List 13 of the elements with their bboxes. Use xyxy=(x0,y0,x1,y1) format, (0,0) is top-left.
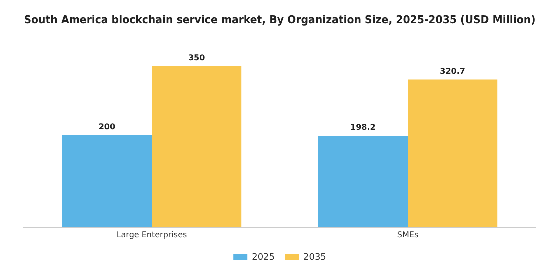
chart-title: South America blockchain service market, By Organization Size, 2025-2035 (USD Million) xyxy=(24,14,536,27)
x-tick-label: Large Enterprises xyxy=(116,230,188,240)
data-label: 198.2 xyxy=(350,123,376,132)
data-label: 200 xyxy=(98,122,116,132)
legend-label: 2025 xyxy=(252,252,275,263)
bar xyxy=(408,80,498,228)
bar xyxy=(318,136,408,228)
legend-label: 2035 xyxy=(304,252,326,263)
bar xyxy=(62,135,152,228)
x-tick-label: SMEs xyxy=(397,230,419,240)
data-label: 350 xyxy=(188,53,206,62)
bar xyxy=(152,66,242,228)
data-label: 320.7 xyxy=(440,66,466,76)
